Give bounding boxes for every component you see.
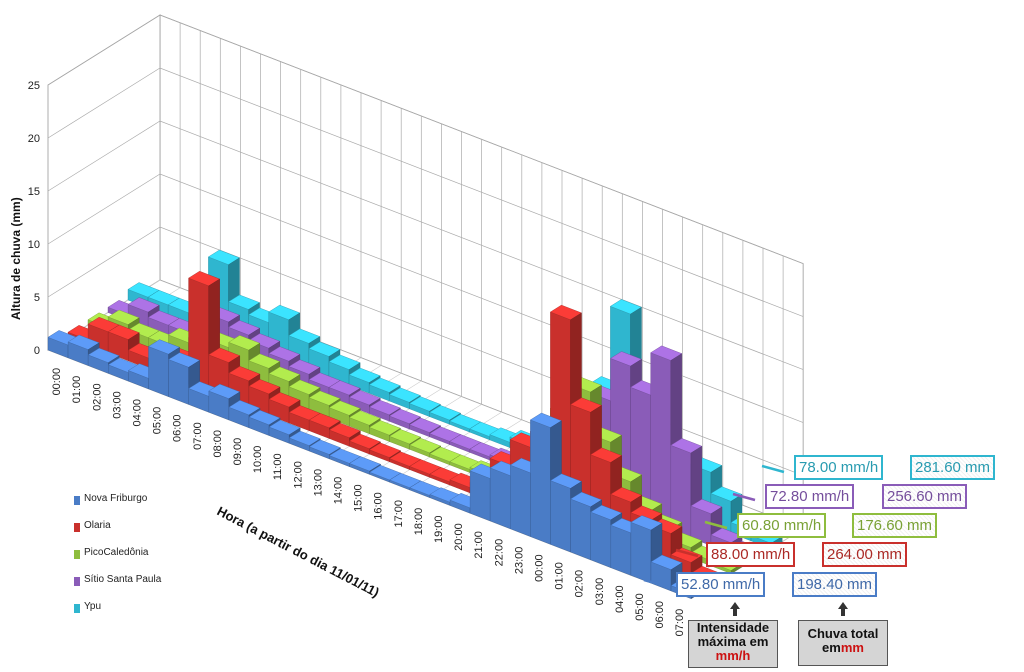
y-axis-ticks: 0 5 10 15 20 25 <box>28 80 40 357</box>
x-tick-label: 04:00 <box>131 399 143 427</box>
annotation-intensity: 52.80 mm/h <box>676 572 766 597</box>
key-total-line1: Chuva total <box>807 626 879 641</box>
annotation-total: 176.60 mm <box>852 513 938 538</box>
gridline <box>47 120 804 370</box>
y-tick-label: 20 <box>28 133 40 145</box>
key-total: Chuva total emmm <box>798 620 888 666</box>
legend-label: Ypu <box>84 601 102 612</box>
x-tick-label: 16:00 <box>373 492 385 520</box>
up-arrow-icon <box>838 602 848 618</box>
legend-label: PicoCaledônia <box>84 547 149 558</box>
y-tick-label: 5 <box>34 292 40 304</box>
annotation-total: 264.00 mm <box>822 542 908 567</box>
annotation-leader <box>643 578 667 588</box>
x-tick-label: 03:00 <box>111 391 123 419</box>
x-tick-label: 06:00 <box>654 601 666 629</box>
x-tick-label: 01:00 <box>554 562 566 590</box>
annotation-total: 198.40 mm <box>792 572 878 597</box>
chart-bars <box>47 249 783 599</box>
x-tick-label: 20:00 <box>453 523 465 551</box>
x-tick-label: 07:00 <box>192 422 204 450</box>
legend-swatch <box>74 523 80 532</box>
annotation-intensity: 60.80 mm/h <box>737 513 827 538</box>
x-tick-label: 18:00 <box>413 508 425 536</box>
annotation-leader <box>704 520 728 530</box>
x-tick-label: 00:00 <box>51 368 63 396</box>
bar-front <box>550 480 571 553</box>
bar-front <box>570 498 591 561</box>
legend-swatch <box>74 604 80 613</box>
x-tick-label: 23:00 <box>513 547 525 575</box>
y-tick-label: 25 <box>28 80 40 92</box>
x-tick-label: 11:00 <box>272 453 284 480</box>
bar-front <box>490 467 511 529</box>
key-intensity: Intensidade máxima em mm/h <box>688 620 778 668</box>
x-tick-label: 22:00 <box>493 539 505 567</box>
gridline <box>47 67 804 317</box>
x-tick-label: 03:00 <box>594 578 606 606</box>
annotation-intensity: 78.00 mm/h <box>794 455 884 480</box>
x-axis-label: Hora (a partir do dia 11/01/11) <box>215 503 382 600</box>
annotation-leader <box>761 464 785 474</box>
y-tick-label: 0 <box>34 345 40 357</box>
x-tick-label: 21:00 <box>473 531 485 559</box>
legend-label: Nova Friburgo <box>84 493 148 504</box>
bar-front <box>590 511 611 568</box>
bar-front <box>510 464 531 537</box>
legend-label: Olaria <box>84 520 111 531</box>
annotation-total: 256.60 mm <box>882 484 968 509</box>
legend-label: Sítio Santa Paula <box>84 574 162 585</box>
y-tick-label: 10 <box>28 239 40 251</box>
key-intensity-unit: mm/h <box>715 648 751 663</box>
key-total-unit: mm <box>840 640 864 655</box>
x-tick-label: 14:00 <box>333 477 345 505</box>
legend-swatch <box>74 550 80 559</box>
annotation-leader <box>732 492 756 502</box>
gridline <box>47 14 804 264</box>
up-arrow-icon <box>730 602 740 618</box>
bar-front <box>469 470 491 522</box>
x-tick-label: 08:00 <box>212 430 224 458</box>
x-tick-label: 15:00 <box>353 484 365 512</box>
x-tick-label: 05:00 <box>152 407 164 435</box>
key-total-line2: em <box>822 640 841 655</box>
x-tick-label: 10:00 <box>252 446 264 474</box>
y-axis-label: Altura de chuva (mm) <box>9 197 23 320</box>
bar-front <box>630 522 652 584</box>
bar-front <box>148 346 169 397</box>
bar-front <box>530 419 551 545</box>
annotation-leader <box>675 548 699 558</box>
x-tick-label: 04:00 <box>614 585 626 613</box>
x-axis-ticks: 00:00 01:00 02:00 03:00 04:00 05:00 06:00 07:00… <box>51 368 686 636</box>
x-tick-label: 05:00 <box>634 593 646 621</box>
x-tick-label: 12:00 <box>292 461 304 489</box>
x-tick-label: 09:00 <box>232 438 244 466</box>
x-tick-label: 02:00 <box>91 383 103 411</box>
annotation-total: 281.60 mm <box>910 455 996 480</box>
x-tick-label: 13:00 <box>312 469 324 497</box>
key-intensity-line2: máxima em <box>697 634 769 649</box>
key-intensity-line1: Intensidade <box>696 620 770 635</box>
annotation-intensity: 88.00 mm/h <box>706 542 796 567</box>
bar-front <box>610 524 632 576</box>
x-tick-label: 00:00 <box>534 554 546 582</box>
x-tick-label: 17:00 <box>393 500 405 528</box>
x-tick-label: 02:00 <box>574 570 586 598</box>
x-tick-label: 06:00 <box>172 415 184 443</box>
gridline <box>47 173 804 423</box>
x-tick-label: 07:00 <box>674 609 686 637</box>
x-tick-label: 01:00 <box>71 376 83 404</box>
x-tick-label: 19:00 <box>433 516 445 544</box>
legend-swatch <box>74 496 80 505</box>
y-tick-label: 15 <box>28 186 40 198</box>
annotation-intensity: 72.80 mm/h <box>765 484 855 509</box>
legend-swatch <box>74 577 80 586</box>
